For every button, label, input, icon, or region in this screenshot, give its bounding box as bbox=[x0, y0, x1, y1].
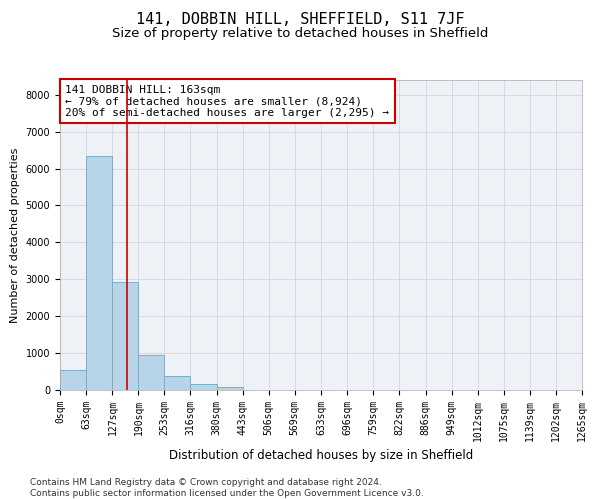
Y-axis label: Number of detached properties: Number of detached properties bbox=[10, 148, 20, 322]
Text: Contains HM Land Registry data © Crown copyright and database right 2024.
Contai: Contains HM Land Registry data © Crown c… bbox=[30, 478, 424, 498]
Bar bbox=[190, 384, 217, 390]
X-axis label: Distribution of detached houses by size in Sheffield: Distribution of detached houses by size … bbox=[169, 449, 473, 462]
Bar bbox=[112, 282, 139, 390]
Bar bbox=[164, 376, 190, 390]
Text: 141, DOBBIN HILL, SHEFFIELD, S11 7JF: 141, DOBBIN HILL, SHEFFIELD, S11 7JF bbox=[136, 12, 464, 28]
Bar bbox=[217, 387, 243, 390]
Bar bbox=[60, 370, 86, 390]
Bar bbox=[139, 354, 164, 390]
Bar bbox=[86, 156, 112, 390]
Text: Size of property relative to detached houses in Sheffield: Size of property relative to detached ho… bbox=[112, 28, 488, 40]
Text: 141 DOBBIN HILL: 163sqm
← 79% of detached houses are smaller (8,924)
20% of semi: 141 DOBBIN HILL: 163sqm ← 79% of detache… bbox=[65, 84, 389, 118]
